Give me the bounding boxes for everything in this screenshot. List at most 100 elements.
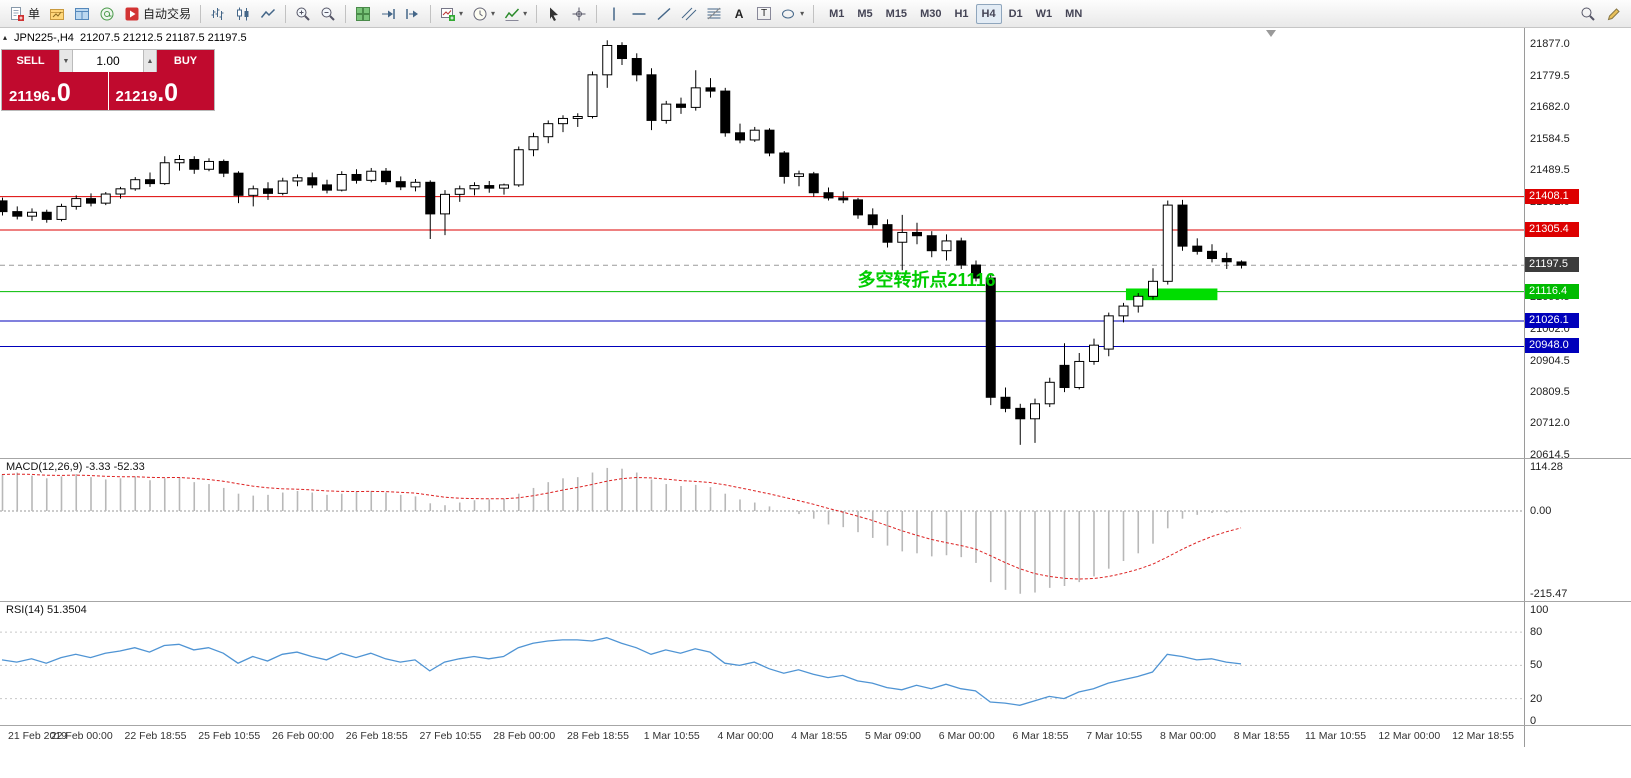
horizontal-line-tool-button[interactable] — [627, 2, 651, 26]
line-chart-icon — [260, 8, 276, 18]
price-axis-label: 20904.5 — [1530, 354, 1570, 367]
market-watch-button[interactable] — [70, 2, 94, 26]
volume-input[interactable]: 1.00 — [73, 50, 143, 72]
toolbar-separator — [813, 4, 815, 23]
time-axis-label: 6 Mar 00:00 — [938, 730, 995, 742]
timeframe-button-m15[interactable]: M15 — [885, 7, 908, 20]
edit-button[interactable] — [1602, 2, 1626, 26]
cursor-icon — [550, 7, 559, 21]
timeframe-button-mn[interactable]: MN — [1065, 7, 1083, 20]
timeframe-button-w1[interactable]: W1 — [1035, 7, 1053, 20]
timeframe-button-h4[interactable]: H4 — [975, 3, 1002, 24]
one-click-toggle-icon[interactable]: ▴ — [3, 33, 8, 42]
shapes-tool-button[interactable]: ▾ — [777, 2, 808, 26]
line-chart-type-button[interactable] — [256, 2, 280, 26]
rsi-chart[interactable] — [0, 602, 1524, 725]
vertical-line-tool-button[interactable] — [602, 2, 626, 26]
macd-label: MACD(12,26,9) -3.33 -52.33 — [6, 461, 145, 473]
price-axis-label: 21682.0 — [1530, 101, 1570, 114]
timeframe-button-m30[interactable]: M30 — [920, 7, 942, 20]
timeframe-toolbar: M1 M5 M15 M30 H1 H4 D1 W1 MN — [823, 3, 1088, 24]
toolbar-separator — [536, 4, 538, 23]
panel-splitter[interactable] — [0, 601, 1631, 602]
time-axis[interactable]: 21 Feb 2019 22 Feb 00:00 22 Feb 18:55 25 Fe… — [0, 726, 1631, 746]
periods-dropdown-button[interactable]: ▾ — [468, 2, 499, 26]
buy-price-fraction: .0 — [157, 79, 179, 107]
candles-layer[interactable] — [0, 40, 1247, 445]
channel-tool-button[interactable] — [677, 2, 701, 26]
label-tool-button[interactable]: T — [752, 2, 776, 26]
zoom-out-icon — [321, 7, 335, 21]
symbol-label: JPN225-,H4 — [14, 32, 74, 44]
rsi-label: RSI(14) 51.3504 — [6, 604, 87, 616]
chart-shift-button[interactable] — [401, 2, 425, 26]
buy-button[interactable]: BUY — [157, 50, 214, 72]
price-level-badge: 20948.0 — [1525, 338, 1579, 354]
buy-price: 21219 — [115, 88, 158, 105]
time-axis-label: 21 Feb 2019 — [8, 730, 67, 742]
rsi-axis-label: 0 — [1530, 714, 1537, 727]
time-axis-label: 5 Mar 09:00 — [864, 730, 922, 742]
new-order-button[interactable]: 单 — [5, 2, 44, 26]
macd-histogram — [1, 467, 1243, 594]
bar-chart-type-button[interactable] — [206, 2, 230, 26]
macd-chart[interactable] — [0, 459, 1524, 601]
price-axis-label: 21779.5 — [1530, 69, 1570, 82]
channel-icon — [681, 7, 697, 20]
rsi-line — [1, 637, 1242, 706]
dropdown-caret-icon: ▾ — [459, 9, 464, 18]
label-tool-label: T — [757, 7, 772, 20]
trendline-tool-button[interactable] — [652, 2, 676, 26]
cursor-tool-button[interactable] — [542, 2, 566, 26]
zoom-in-button[interactable] — [291, 2, 315, 26]
dropdown-caret-icon: ▾ — [800, 9, 805, 18]
buy-price-display[interactable]: 21219 .0 — [108, 72, 214, 110]
clock-icon — [473, 7, 487, 20]
timeframe-button-m1[interactable]: M1 — [829, 7, 845, 20]
text-tool-button[interactable]: A — [727, 2, 751, 26]
panel-splitter[interactable] — [0, 458, 1631, 459]
trendline-icon — [657, 7, 671, 20]
timeframe-button-d1[interactable]: D1 — [1008, 7, 1023, 20]
crosshair-tool-button[interactable] — [567, 2, 591, 26]
autotrade-button[interactable]: 自动交易 — [120, 2, 195, 26]
new-chart-button[interactable]: ▾ — [436, 2, 467, 26]
zoom-in-icon — [296, 7, 310, 21]
candlestick-chart-icon — [237, 7, 249, 20]
new-order-icon — [11, 6, 24, 21]
profiles-icon — [50, 8, 65, 20]
caret-down-icon: ▼ — [62, 57, 70, 65]
price-chart[interactable] — [0, 28, 1524, 458]
sell-price: 21196 — [9, 88, 50, 105]
auto-scroll-icon — [382, 8, 395, 19]
indicators-dropdown-button[interactable]: ▾ — [500, 2, 531, 26]
sell-button[interactable]: SELL — [2, 50, 59, 72]
timeframe-button-h1[interactable]: H1 — [954, 7, 969, 20]
volume-down-button[interactable]: ▼ — [59, 50, 73, 72]
time-axis-label: 12 Mar 00:00 — [1378, 730, 1441, 742]
auto-scroll-button[interactable] — [376, 2, 400, 26]
data-window-button[interactable] — [95, 2, 119, 26]
timeframe-button-m5[interactable]: M5 — [857, 7, 873, 20]
volume-up-button[interactable]: ▲ — [143, 50, 157, 72]
autotrade-icon — [125, 7, 139, 20]
candlestick-chart-type-button[interactable] — [231, 2, 255, 26]
tile-windows-button[interactable] — [351, 2, 375, 26]
fibonacci-tool-button[interactable] — [702, 2, 726, 26]
chart-shift-marker[interactable] — [1266, 30, 1276, 37]
zoom-out-button[interactable] — [316, 2, 340, 26]
time-axis-label: 8 Mar 00:00 — [1159, 730, 1217, 742]
rsi-axis-label: 50 — [1530, 659, 1543, 672]
bar-chart-icon — [211, 7, 224, 20]
search-button[interactable] — [1576, 2, 1600, 26]
rsi-axis-label: 80 — [1530, 626, 1543, 639]
profiles-button[interactable] — [45, 2, 69, 26]
fibonacci-icon — [707, 7, 721, 19]
sell-price-display[interactable]: 21196 .0 — [2, 72, 108, 110]
shapes-icon — [782, 9, 795, 18]
highlight-rectangle[interactable] — [1125, 288, 1218, 301]
crosshair-icon — [572, 7, 586, 20]
macd-panel: MACD(12,26,9) -3.33 -52.33 — [0, 459, 1524, 601]
price-axis[interactable]: 21877.021779.521682.021584.521489.521392… — [1524, 28, 1631, 747]
chart-annotation-text[interactable]: 多空转折点21116 — [857, 269, 996, 290]
